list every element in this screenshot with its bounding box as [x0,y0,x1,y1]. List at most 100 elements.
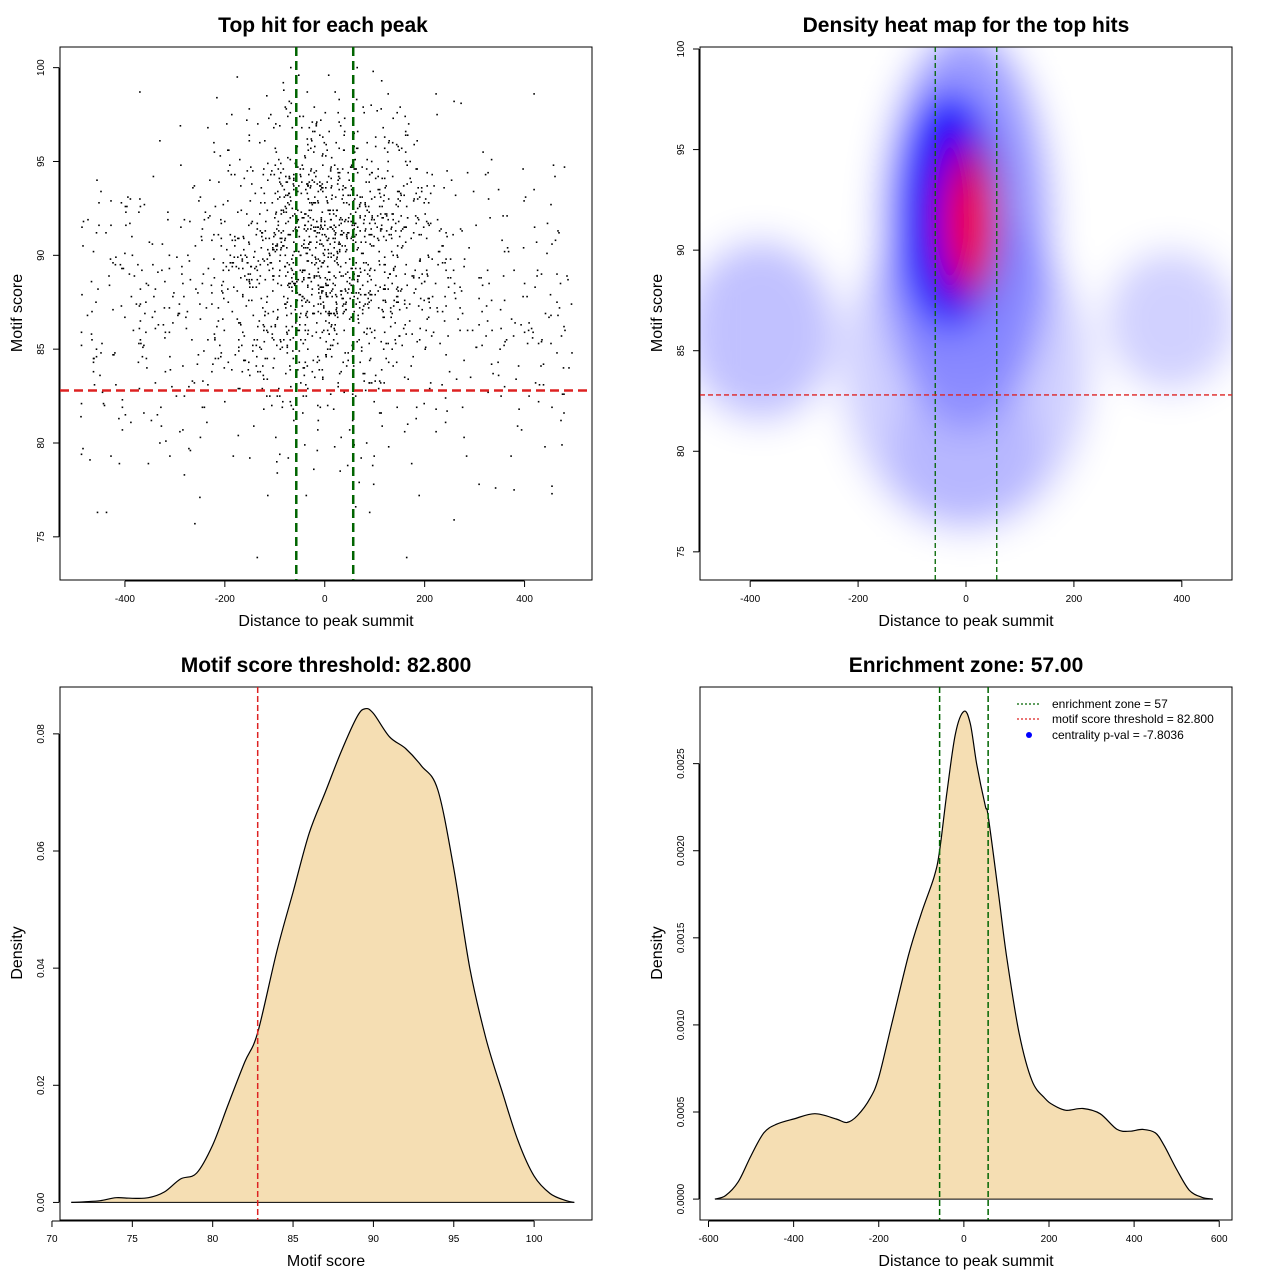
scatter-point [275,123,277,125]
scatter-point [424,348,426,350]
scatter-point [333,230,335,232]
scatter-point [189,278,192,281]
scatter-point [358,481,360,484]
scatter-point [138,342,140,345]
scatter-point [334,226,337,228]
scatter-point [175,395,178,397]
scatter-point [256,269,259,272]
scatter-point [92,361,95,364]
scatter-point [286,247,288,249]
scatter-point [314,202,317,204]
scatter-point [338,224,340,227]
scatter-point [351,350,353,352]
scatter-point [269,395,271,397]
scatter-point [234,354,237,356]
scatter-point [398,335,401,337]
scatter-point [327,237,330,240]
scatter-point [363,372,366,375]
scatter-point [226,248,228,251]
scatter-point [507,250,510,253]
scatter-point [275,211,278,213]
scatter-point [353,151,356,153]
scatter-point [237,211,239,213]
scatter-point [145,282,148,285]
scatter-point [153,295,155,298]
scatter-point [250,222,253,225]
scatter-point [433,185,435,187]
scatter-point [320,226,323,228]
scatter-point [370,198,373,200]
scatter-point [315,175,317,178]
scatter-point [441,310,444,313]
scatter-point [307,387,309,390]
scatter-point [431,258,433,260]
scatter-point [230,173,233,176]
scatter-point [385,185,387,187]
scatter-point [350,185,352,187]
scatter-point [383,316,385,319]
scatter-point [513,269,515,272]
scatter-point [239,158,241,161]
legend: enrichment zone = 57 motif score thresho… [1017,697,1214,742]
scatter-point [349,194,351,197]
scatter-point [303,367,306,369]
scatter-point [319,406,322,409]
scatter-point [252,286,254,288]
scatter-point [218,181,220,183]
scatter-point [343,149,345,151]
scatter-point [352,239,354,242]
scatter-point [260,348,263,350]
scatter-point [346,271,349,273]
scatter-point [138,327,141,330]
scatter-point [283,188,286,191]
scatter-point [323,260,326,262]
scatter-point [314,275,316,277]
scatter-point [297,278,300,281]
scatter-point [293,185,295,187]
scatter-point [289,369,292,371]
scatter-point [403,430,406,433]
scatter-point [318,232,321,234]
scatter-point [268,237,271,240]
scatter-point [523,282,526,285]
scatter-point [301,181,303,183]
scatter-point [231,310,234,313]
scatter-point [211,370,213,373]
scatter-point [264,202,266,204]
scatter-point [334,237,336,240]
scatter-point [319,297,322,300]
scatter-point [403,303,406,305]
scatter-point [366,327,368,330]
scatter-point [394,265,396,268]
scatter-point [355,98,358,101]
scatter-point [490,363,493,365]
scatter-point [416,340,418,343]
scatter-point [334,91,336,93]
scatter-point [131,254,134,257]
scatter-point [280,247,283,249]
scatter-point [465,455,468,457]
scatter-point [321,331,324,334]
scatter-point [392,254,394,257]
scatter-point [360,346,363,349]
scatter-point [90,333,93,335]
scatter-point [305,188,307,191]
scatter-point [115,256,117,258]
scatter-point [313,277,316,279]
scatter-point [213,258,215,260]
scatter-point [267,331,269,334]
scatter-point [335,258,338,260]
scatter-point [340,290,343,292]
scatter-point [315,123,318,125]
scatter-point [391,213,393,215]
heatmap-y-tick-label: 80 [676,445,687,457]
scatter-point [164,337,166,339]
scatter-point [337,382,339,384]
scatter-point [353,224,355,227]
scatter-point [315,170,318,172]
scatter-point [428,387,431,390]
scatter-point [269,254,271,257]
scatter-point [344,250,347,253]
scatter-point [118,417,120,420]
scatter-point [220,218,222,221]
